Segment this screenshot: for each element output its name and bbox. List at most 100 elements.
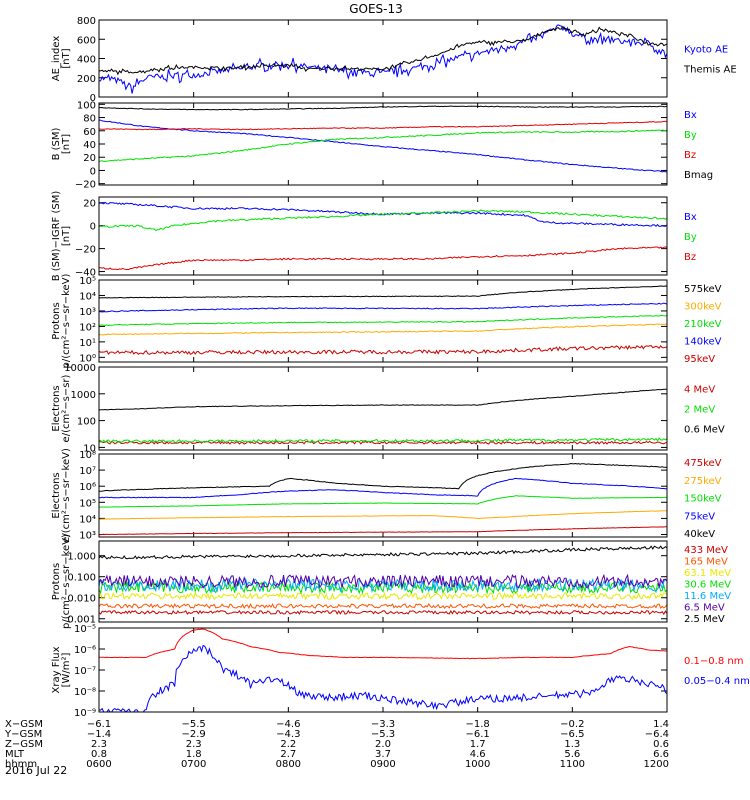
legend-label: 6.5 MeV	[684, 603, 725, 614]
orbit-row-value: 2.7	[280, 749, 296, 760]
y-axis-label: B (SM)−IGRF (SM)[nT]	[51, 191, 72, 282]
orbit-row-value: 0700	[181, 759, 206, 770]
series-line	[98, 344, 668, 356]
date-label: 2016 Jul 22	[5, 764, 67, 777]
panel-frame	[98, 279, 668, 363]
chart-title: GOES-13	[349, 2, 403, 16]
series-line	[99, 526, 667, 536]
orbit-row-value: 0900	[370, 759, 395, 770]
panel-frame	[98, 196, 668, 276]
series-line	[98, 577, 668, 594]
series-line	[98, 437, 668, 444]
panel-5: Electronse/(cm²−s−sr)10000 1000 100 10 4 MeV…	[51, 363, 725, 454]
legend-label: 63.1 MeV	[684, 568, 731, 579]
orbit-row-label: MLT	[5, 749, 25, 760]
legend-label: Bx	[684, 110, 697, 121]
y-tick-label: 100	[77, 100, 96, 111]
y-tick-label: 0.010	[67, 594, 96, 605]
orbit-row-value: 2.3	[91, 739, 107, 750]
series-line	[98, 440, 667, 445]
series-line	[98, 25, 668, 76]
y-tick-label: 60	[83, 127, 96, 138]
series-line	[99, 105, 668, 111]
orbit-row-value: 1.4	[653, 719, 669, 730]
series-line	[98, 573, 668, 589]
y-tick-label: 10⁻⁶	[74, 645, 96, 656]
orbit-row-value: 0800	[276, 759, 301, 770]
legend-label: 275keV	[684, 476, 722, 487]
legend-label: 30.6 MeV	[684, 580, 731, 591]
orbit-row-value: −5.5	[182, 719, 206, 730]
y-tick-label: −40	[75, 268, 96, 279]
y-tick-label: 10⁵	[79, 498, 96, 509]
y-tick-label: 10⁶	[79, 482, 96, 493]
y-tick-label: 800	[77, 16, 96, 27]
legend-label: By	[684, 232, 697, 243]
y-tick-label: 10³	[79, 307, 96, 318]
legend-label: 433 MeV	[684, 545, 728, 556]
y-tick-label: 0.001	[67, 615, 96, 626]
series-line	[98, 323, 668, 336]
y-tick-label: 10⁵	[79, 276, 96, 287]
legend-label: 2 MeV	[684, 405, 715, 416]
orbit-row-value: 1100	[560, 759, 585, 770]
panel-frame	[98, 366, 668, 451]
series-line	[98, 580, 668, 595]
legend-label: 140keV	[684, 337, 722, 348]
y-tick-label: 0	[90, 222, 96, 233]
legend-label: Bz	[684, 150, 696, 161]
series-line	[98, 129, 668, 163]
orbit-row-value: −3.3	[371, 719, 395, 730]
orbit-row-label: Z−GSM	[5, 739, 43, 750]
y-axis-label: B (SM)[nT]	[51, 127, 72, 160]
series-line	[98, 609, 668, 616]
series-line	[98, 510, 667, 520]
orbit-row-value: 2.0	[375, 739, 391, 750]
y-tick-label: 10²	[79, 322, 96, 333]
y-axis-label: Protonsp/(cm²−s−sr−keV)	[51, 534, 72, 629]
orbit-row-value: 1.8	[186, 749, 202, 760]
orbit-row-value: 3.7	[375, 749, 391, 760]
orbit-row-value: −6.4	[645, 729, 669, 740]
orbit-row-label: hhmm	[5, 759, 37, 770]
legend-label: 4 MeV	[684, 385, 715, 396]
panel-7: Protonsp/(cm²−s−sr−keV)1.000 0.100 0.010 0.…	[51, 534, 731, 629]
orbit-row-label: Y−GSM	[4, 729, 42, 740]
y-tick-label: 400	[77, 55, 96, 66]
orbit-row-value: 1200	[644, 759, 669, 770]
orbit-row-value: −4.3	[276, 729, 300, 740]
y-tick-label: 10⁻⁷	[74, 666, 96, 677]
y-tick-label: 10⁷	[79, 466, 96, 477]
y-tick-label: 0	[90, 166, 96, 177]
y-tick-label: 1.000	[67, 552, 96, 563]
panel-frame	[98, 540, 668, 623]
y-axis-label: Electronse/(cm²−s−sr−keV)	[51, 448, 72, 543]
legend-label: 150keV	[684, 494, 722, 505]
orbit-row-value: 2.2	[280, 739, 296, 750]
orbit-row-value: −5.3	[371, 729, 395, 740]
y-tick-label: 10000	[64, 363, 96, 374]
series-line	[98, 388, 668, 411]
series-line	[98, 602, 668, 610]
panel-frame	[98, 19, 668, 98]
legend-label: Kyoto AE	[684, 45, 728, 56]
orbit-row-value: 4.6	[470, 749, 486, 760]
legend-label: Bmag	[684, 170, 713, 181]
y-tick-label: 10⁴	[79, 291, 96, 302]
orbit-row-value: −6.5	[560, 729, 584, 740]
series-line	[98, 462, 668, 492]
orbit-row-value: 1.7	[470, 739, 486, 750]
series-line	[98, 119, 668, 173]
panel-8: Xray Flux[W/m²]10⁻⁵ 10⁻⁶ 10⁻⁷ 10⁻⁸ 10⁻⁹ 0.1−0…	[51, 624, 750, 719]
y-tick-label: 100	[77, 417, 96, 428]
legend-label: 0.6 MeV	[684, 425, 725, 436]
y-axis-label: Electronse/(cm²−s−sr)	[51, 374, 72, 442]
series-line	[98, 209, 668, 232]
y-tick-label: 10⁰	[79, 353, 96, 364]
legend-label: By	[684, 130, 697, 141]
orbit-row-value: −6.1	[87, 719, 111, 730]
y-tick-label: 10³	[79, 531, 96, 542]
orbit-row-value: 0.6	[653, 739, 669, 750]
y-tick-label: 10⁴	[79, 514, 96, 525]
panel-frame	[98, 627, 668, 713]
